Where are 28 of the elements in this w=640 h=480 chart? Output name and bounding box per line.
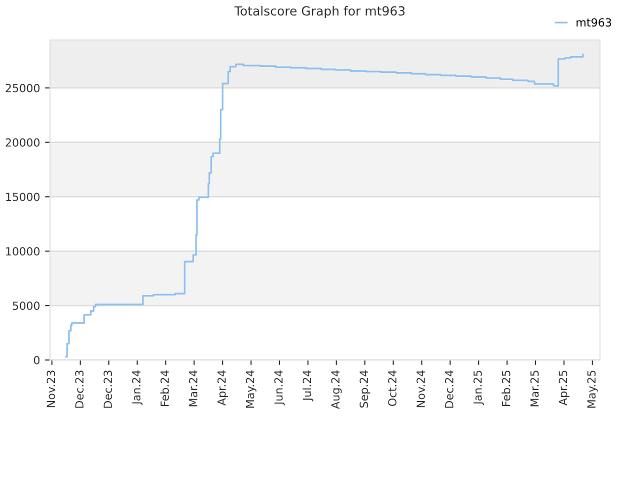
x-tick-label: Apr.24 — [217, 370, 228, 406]
x-tick-label: Apr.25 — [558, 370, 570, 406]
y-tick-label: 0 — [34, 356, 40, 364]
x-tick-label: Mar.24 — [188, 370, 198, 406]
x-tick-label: Jun.24 — [274, 370, 285, 406]
y-tick-label: 20000 — [6, 138, 40, 147]
x-tick-label: Feb.24 — [160, 370, 169, 406]
x-tick-label: Dec.23 — [75, 370, 84, 408]
x-tick-label: May.24 — [246, 370, 256, 408]
x-tick-label: Jan.24 — [132, 370, 143, 406]
x-tick-label: Nov.24 — [416, 370, 425, 408]
x-tick-label: Dec.24 — [444, 370, 454, 408]
x-tick-label: Sep.24 — [360, 370, 370, 408]
x-tick-label: Oct.24 — [388, 370, 396, 406]
y-tick-label: 25000 — [6, 84, 40, 92]
legend-label: mt963 — [576, 18, 612, 27]
chart-title: Totalscore Graph for mt963 — [234, 6, 405, 18]
y-tick-label: 15000 — [6, 192, 40, 202]
x-tick-label: Jan.25 — [473, 370, 484, 406]
x-tick-label: Aug.24 — [331, 370, 342, 409]
y-tick-label: 5000 — [12, 302, 40, 310]
x-tick-label: May.25 — [587, 370, 598, 408]
x-tick-label: Dec.23 — [104, 370, 112, 408]
x-tick-label: Mar.25 — [530, 370, 539, 406]
y-tick-label: 10000 — [6, 247, 40, 256]
x-tick-label: Feb.25 — [502, 370, 510, 406]
x-tick-label: Jul.24 — [302, 370, 314, 402]
x-tick-label: Nov.23 — [46, 370, 56, 408]
